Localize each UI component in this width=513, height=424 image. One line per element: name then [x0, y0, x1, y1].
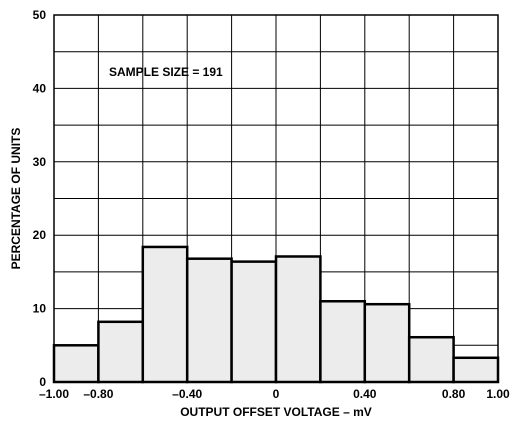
y-axis-title: PERCENTAGE OF UNITS [9, 128, 23, 270]
x-axis-title: OUTPUT OFFSET VOLTAGE – mV [180, 405, 372, 419]
bars-group [52, 245, 500, 384]
y-tick-label: 40 [33, 81, 47, 95]
histogram-bar [141, 245, 189, 384]
y-tick-labels: 0 10 20 30 40 50 [33, 8, 47, 389]
x-tick-label: 1.00 [486, 387, 510, 401]
y-tick-label: 30 [33, 155, 47, 169]
y-tick-label: 50 [33, 8, 47, 22]
x-tick-labels: –1.00 –0.80 –0.40 0 0.40 0.80 1.00 [39, 387, 510, 401]
histogram-bar [230, 260, 278, 384]
histogram-bar [52, 344, 100, 384]
histogram-bar [319, 300, 367, 384]
histogram-bar [97, 320, 145, 384]
histogram-bar [185, 257, 233, 384]
histogram-bar [407, 335, 455, 384]
histogram-bar [452, 356, 500, 384]
grid-lines [54, 15, 498, 382]
y-tick-label: 20 [33, 228, 47, 242]
sample-size-annotation: SAMPLE SIZE = 191 [109, 65, 223, 79]
histogram-bar [363, 302, 411, 384]
x-tick-label: 0.80 [442, 387, 466, 401]
x-tick-label: –1.00 [39, 387, 69, 401]
x-tick-label: 0 [273, 387, 280, 401]
y-tick-label: 0 [39, 375, 46, 389]
plot-frame [53, 14, 499, 383]
x-tick-label: –0.80 [83, 387, 113, 401]
y-tick-label: 10 [33, 302, 47, 316]
x-tick-label: –0.40 [172, 387, 202, 401]
histogram-bar [274, 255, 322, 384]
x-tick-label: 0.40 [353, 387, 377, 401]
